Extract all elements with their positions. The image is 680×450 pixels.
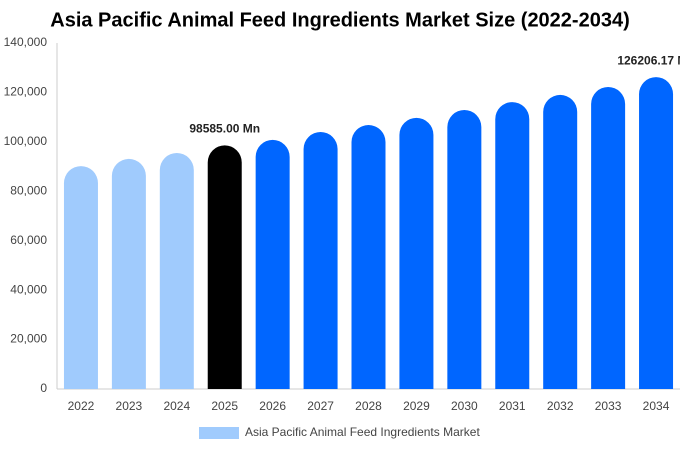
y-tick-label: 120,000 [4,85,48,99]
bar [591,86,626,390]
x-tick-label: 2033 [595,399,622,413]
x-tick-label: 2032 [547,399,574,413]
bar [303,131,338,389]
y-tick-label: 20,000 [10,332,47,346]
bar [159,152,194,389]
bar [495,102,530,390]
value-label: 98585.00 Mn [189,122,260,136]
legend-label: Asia Pacific Animal Feed Ingredients Mar… [245,425,480,439]
y-tick-label: 60,000 [10,233,47,247]
y-tick-label: 40,000 [10,282,47,296]
x-tick-label: 2022 [68,399,95,413]
bar [351,125,386,389]
y-tick-label: 80,000 [10,183,47,197]
legend-swatch [199,427,239,439]
bar [255,139,290,389]
x-tick-label: 2023 [116,399,143,413]
bar [447,109,482,390]
x-tick-label: 2024 [163,399,190,413]
y-tick-label: 140,000 [4,35,48,49]
bar [399,117,434,390]
x-tick-label: 2027 [307,399,334,413]
x-tick-label: 2026 [259,399,286,413]
chart-title: Asia Pacific Animal Feed Ingredients Mar… [50,9,630,31]
bar [111,158,146,389]
x-tick-label: 2030 [451,399,478,413]
bar [639,77,674,390]
x-tick-label: 2028 [355,399,382,413]
x-tick-label: 2029 [403,399,430,413]
x-tick-label: 2031 [499,399,526,413]
bar [63,166,98,389]
bar [543,94,578,390]
x-tick-label: 2034 [643,399,670,413]
y-tick-label: 0 [40,381,47,395]
y-tick-label: 100,000 [4,134,48,148]
value-label: 126206.17 Mn [617,53,680,67]
x-tick-label: 2025 [211,399,238,413]
bar [207,145,242,389]
